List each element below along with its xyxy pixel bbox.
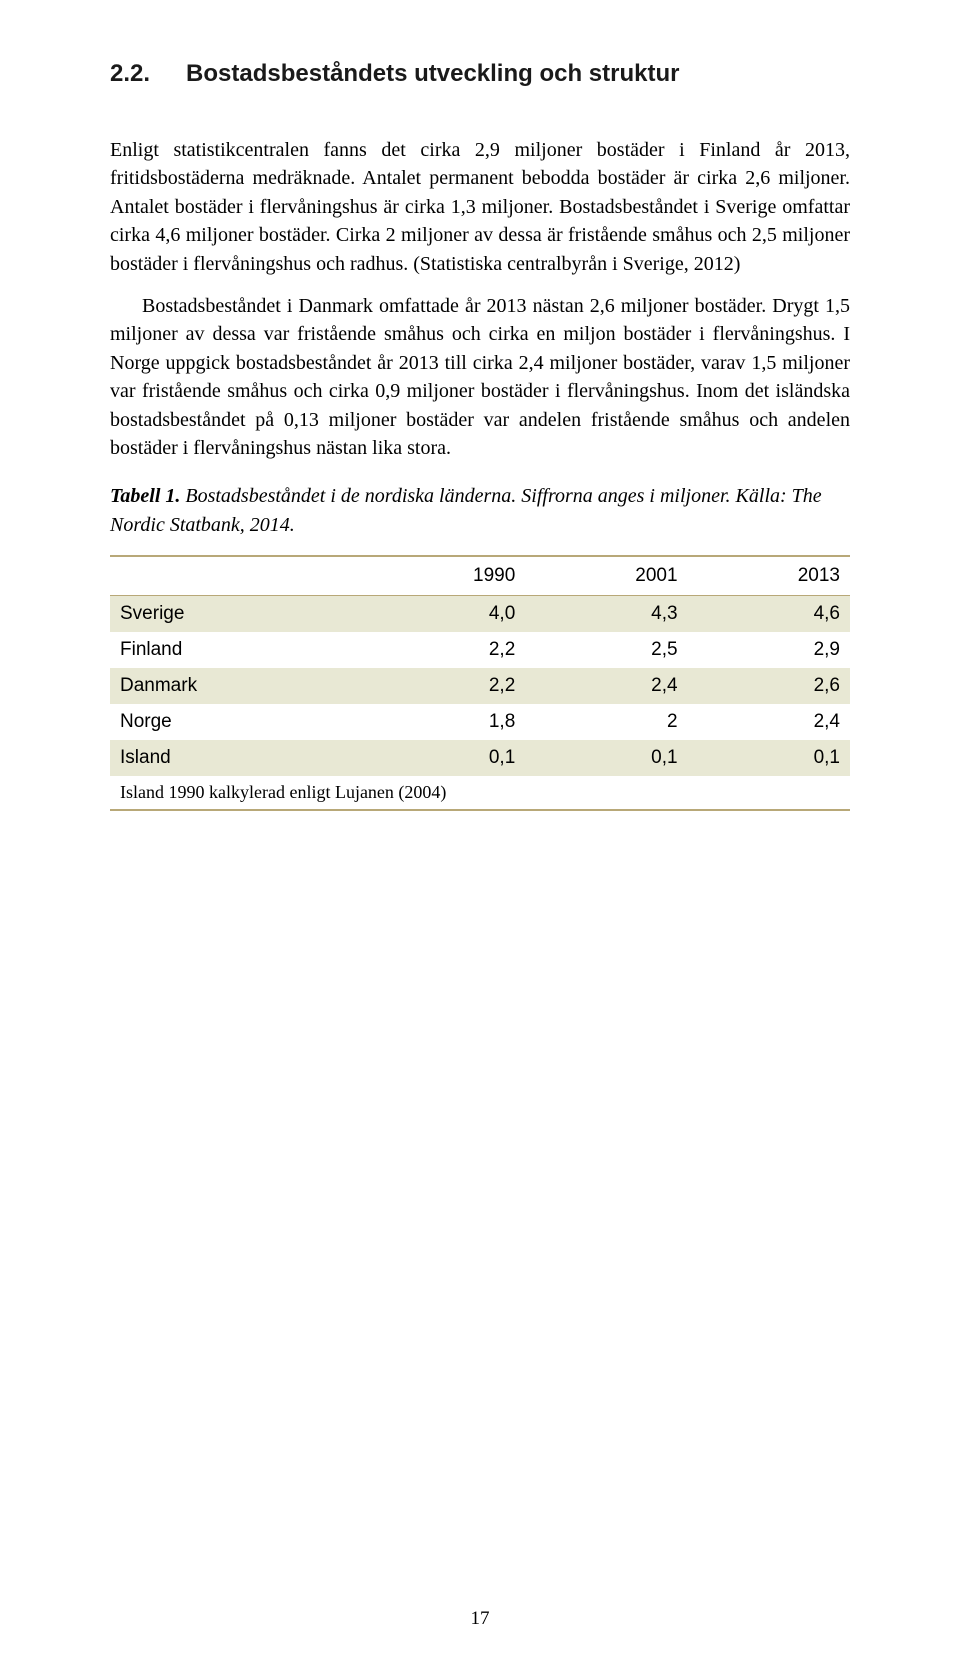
table-row: Island 0,1 0,1 0,1 xyxy=(110,740,850,776)
table-caption-label: Tabell 1. xyxy=(110,485,180,507)
table-caption: Tabell 1. Bostadsbeståndet i de nordiska… xyxy=(110,482,850,539)
table-cell: Finland xyxy=(110,632,363,668)
table-cell: Danmark xyxy=(110,668,363,704)
table-header-row: 1990 2001 2013 xyxy=(110,556,850,596)
section-number: 2.2. xyxy=(110,60,150,88)
table-row: Norge 1,8 2 2,4 xyxy=(110,704,850,740)
table-cell: 0,1 xyxy=(525,740,687,776)
table-header-cell: 1990 xyxy=(363,556,525,596)
table-cell: 4,6 xyxy=(688,596,850,633)
table-cell: 2,6 xyxy=(688,668,850,704)
table-row: Finland 2,2 2,5 2,9 xyxy=(110,632,850,668)
table-cell: 2,2 xyxy=(363,632,525,668)
table-row: Sverige 4,0 4,3 4,6 xyxy=(110,596,850,633)
table-cell: 0,1 xyxy=(363,740,525,776)
table-cell: 4,0 xyxy=(363,596,525,633)
table-header-cell xyxy=(110,556,363,596)
table-cell: 0,1 xyxy=(688,740,850,776)
table-cell: 2 xyxy=(525,704,687,740)
section-title: Bostadsbeståndets utveckling och struktu… xyxy=(186,60,679,87)
table-cell: 1,8 xyxy=(363,704,525,740)
table-footnote-row: Island 1990 kalkylerad enligt Lujanen (2… xyxy=(110,776,850,809)
table-cell: Norge xyxy=(110,704,363,740)
section-heading: 2.2. Bostadsbeståndets utveckling och str… xyxy=(110,60,850,88)
data-table: 1990 2001 2013 Sverige 4,0 4,3 4,6 Finla… xyxy=(110,555,850,809)
table-cell: 2,9 xyxy=(688,632,850,668)
table-header-cell: 2001 xyxy=(525,556,687,596)
table-container: 1990 2001 2013 Sverige 4,0 4,3 4,6 Finla… xyxy=(110,555,850,811)
table-cell: Sverige xyxy=(110,596,363,633)
paragraph-1: Enligt statistikcentralen fanns det cirk… xyxy=(110,136,850,278)
table-header-cell: 2013 xyxy=(688,556,850,596)
table-cell: 4,3 xyxy=(525,596,687,633)
table-cell: 2,4 xyxy=(688,704,850,740)
document-page: 2.2. Bostadsbeståndets utveckling och str… xyxy=(0,0,960,1678)
table-cell: Island xyxy=(110,740,363,776)
page-number: 17 xyxy=(0,1608,960,1630)
table-cell: 2,2 xyxy=(363,668,525,704)
table-cell: 2,5 xyxy=(525,632,687,668)
table-cell: 2,4 xyxy=(525,668,687,704)
table-footnote: Island 1990 kalkylerad enligt Lujanen (2… xyxy=(110,776,850,809)
table-caption-text: Bostadsbeståndet i de nordiska länderna.… xyxy=(110,485,822,535)
paragraph-2: Bostadsbeståndet i Danmark omfattade år … xyxy=(110,292,850,462)
table-row: Danmark 2,2 2,4 2,6 xyxy=(110,668,850,704)
